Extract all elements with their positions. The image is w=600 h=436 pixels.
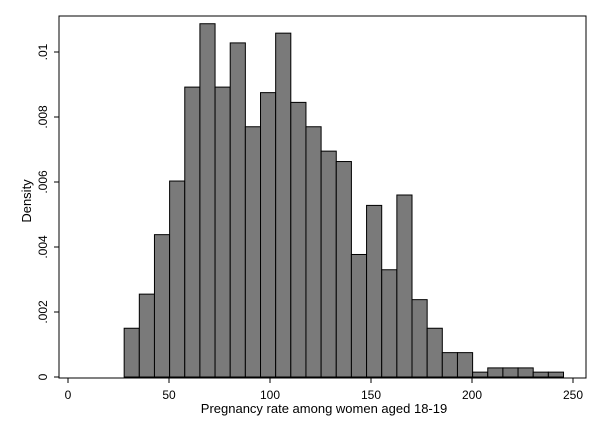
y-tick-label: .004	[36, 235, 50, 259]
y-tick-label: .002	[36, 300, 50, 324]
histogram-bar	[381, 269, 398, 378]
x-tick-label: 200	[462, 388, 482, 402]
histogram-bar	[290, 101, 307, 378]
histogram-bar	[396, 194, 413, 378]
histogram-bar	[472, 371, 489, 378]
histogram-bar	[517, 367, 534, 378]
x-tick-label: 150	[361, 388, 381, 402]
histogram-bar	[547, 371, 565, 378]
y-tick-label: .006	[36, 170, 50, 194]
histogram-bar	[411, 299, 428, 378]
histogram-bar	[138, 293, 155, 378]
histogram-bar	[199, 23, 216, 378]
y-axis-title: Density	[19, 179, 34, 223]
y-tick-label: 0	[36, 373, 50, 380]
x-tick-label: 100	[260, 388, 280, 402]
x-tick-label: 0	[65, 388, 72, 402]
x-axis-title: Pregnancy rate among women aged 18-19	[201, 401, 447, 416]
histogram-bar	[335, 161, 352, 378]
histogram-bar	[260, 92, 277, 378]
x-tick-label: 50	[162, 388, 176, 402]
y-tick-label: .01	[36, 43, 50, 60]
histogram-bar	[214, 86, 231, 378]
histogram-bar	[123, 327, 140, 378]
y-axis: 0 .002 .004 .006 .008 .01	[36, 43, 59, 380]
histogram-bar	[487, 367, 504, 378]
y-tick-label: .008	[36, 105, 50, 129]
histogram-bar	[169, 180, 186, 378]
histogram-bar	[532, 371, 549, 378]
histogram-bar	[456, 352, 474, 378]
histogram-bar	[275, 32, 292, 378]
histogram-bar	[229, 42, 246, 378]
histogram-bar	[366, 204, 383, 378]
histogram-bar	[184, 86, 201, 378]
x-axis: 0 50 100 150 200 250	[65, 378, 583, 402]
histogram-bar	[350, 253, 368, 378]
histogram-bar	[305, 126, 322, 378]
histogram-bar	[426, 327, 443, 378]
histogram-bar	[502, 367, 519, 378]
histogram-bar	[441, 352, 458, 378]
x-tick-label: 250	[563, 388, 583, 402]
histogram-bar	[153, 234, 171, 378]
histogram-bar	[320, 150, 337, 378]
histogram-bars	[123, 23, 565, 378]
histogram-bar	[244, 126, 262, 378]
